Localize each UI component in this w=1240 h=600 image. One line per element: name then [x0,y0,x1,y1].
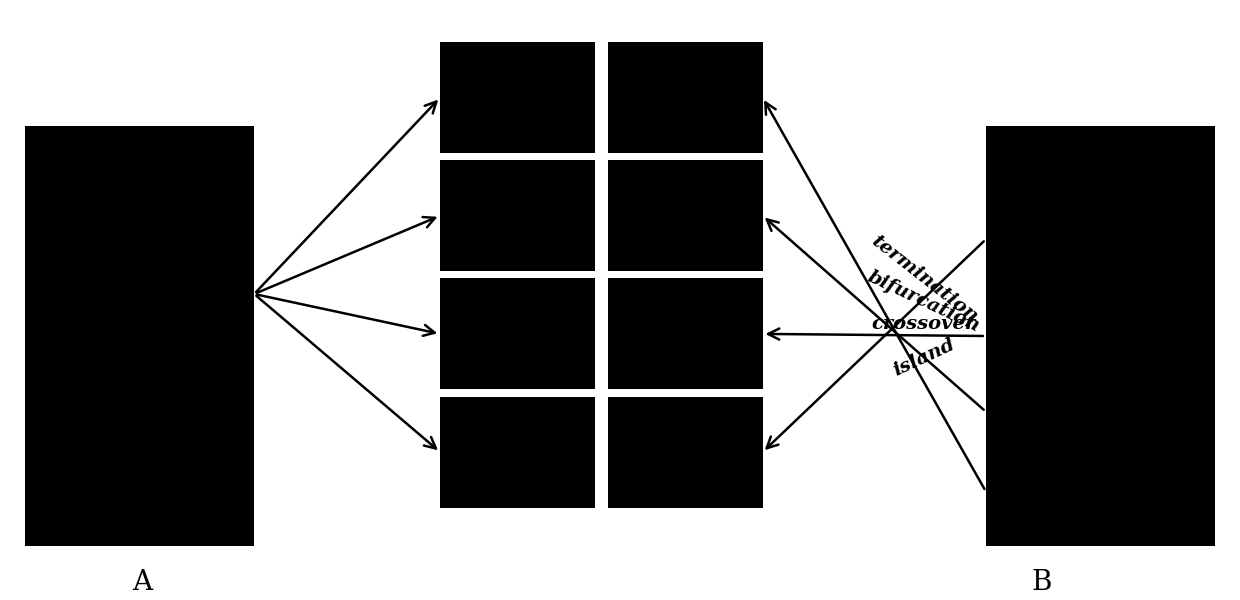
Text: bifurcation: bifurcation [864,268,983,335]
Bar [440,160,595,271]
Bar [608,42,763,153]
Bar [440,397,595,508]
Text: island: island [890,335,957,380]
Bar [608,278,763,389]
Text: A: A [133,569,153,595]
Text: crossover: crossover [872,315,976,333]
Bar [25,126,254,546]
Bar [440,278,595,389]
Text: B: B [1032,569,1052,595]
Text: termination: termination [867,232,981,326]
Bar [608,397,763,508]
Bar [608,160,763,271]
Bar [440,42,595,153]
Bar [986,126,1215,546]
